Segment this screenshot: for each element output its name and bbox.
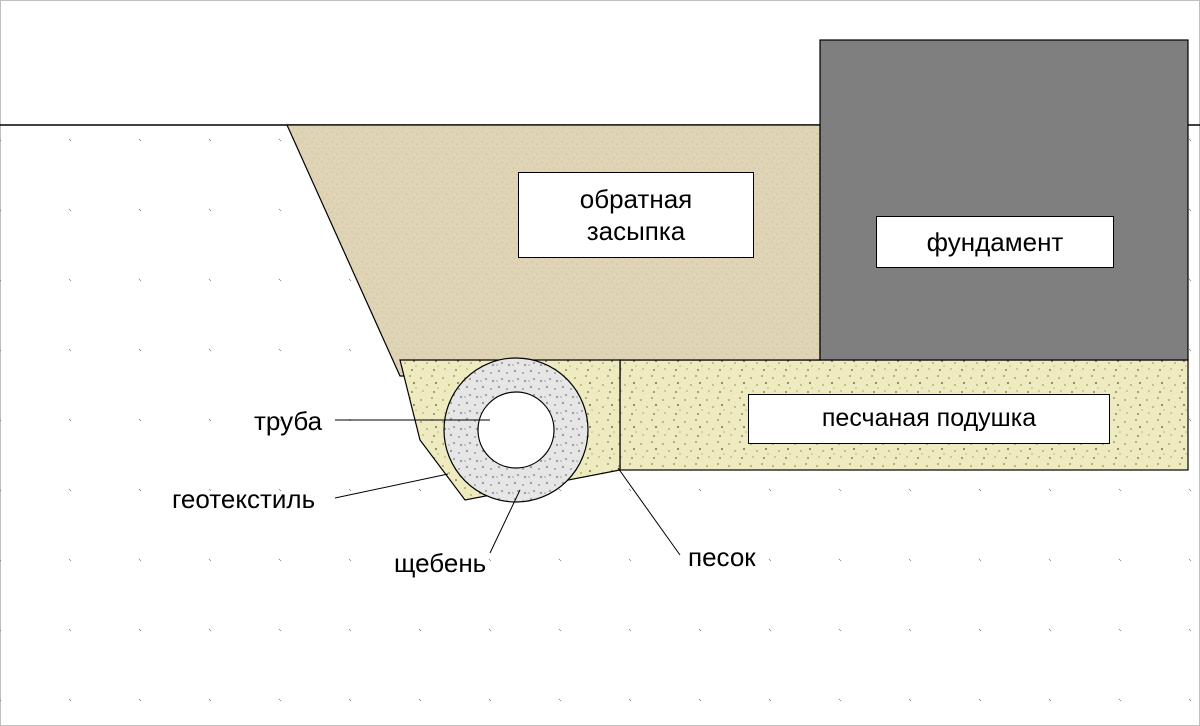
pipe-hole (478, 392, 554, 468)
foundation-label: фундамент (876, 216, 1114, 268)
foundation-block (820, 40, 1188, 360)
sand-cushion-label: песчаная подушка (748, 394, 1110, 444)
gravel-label: щебень (394, 548, 486, 579)
diagram-stage: обратная засыпка фундамент песчаная поду… (0, 0, 1200, 726)
diagram-svg (0, 0, 1200, 726)
geotextile-label: геотекстиль (172, 484, 315, 515)
sand-label: песок (688, 542, 756, 573)
backfill-label: обратная засыпка (518, 172, 754, 258)
pipe-label: труба (254, 406, 322, 437)
